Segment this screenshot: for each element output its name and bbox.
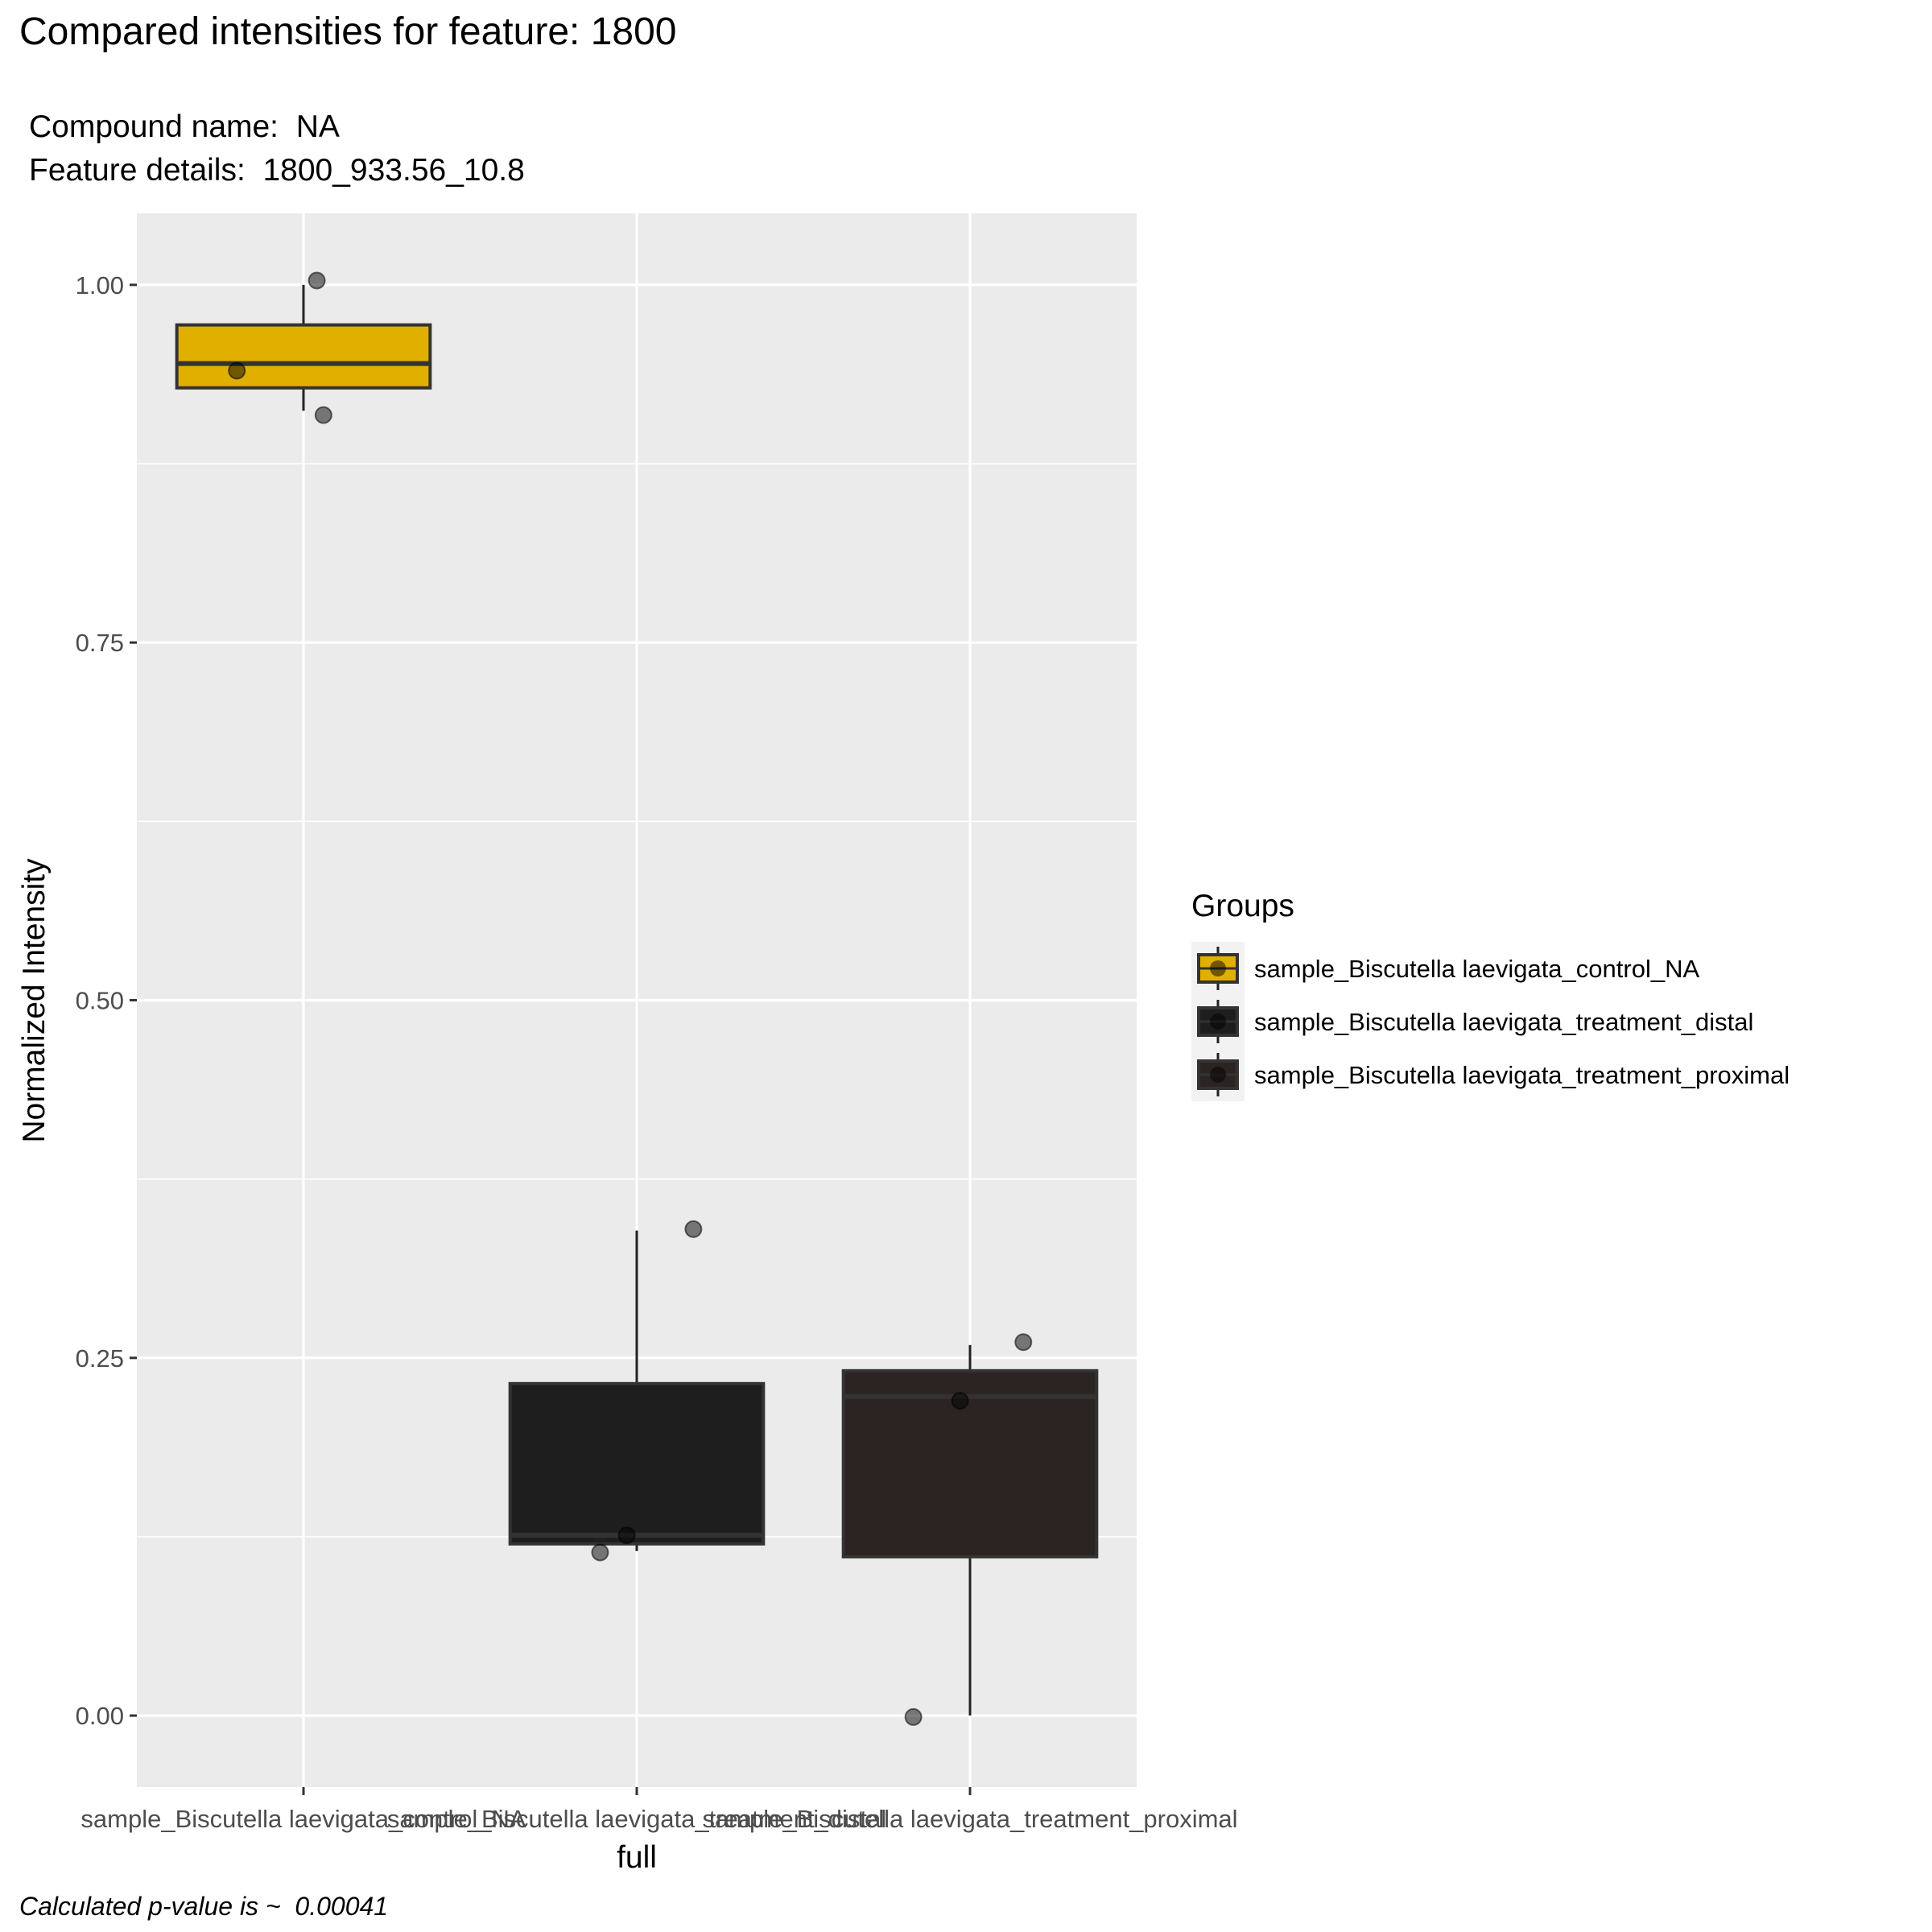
- legend-key-point: [1210, 1067, 1226, 1083]
- y-axis: 0.00 0.25 0.50 0.75 1.00: [76, 271, 137, 1730]
- data-point: [617, 1526, 636, 1545]
- data-point: [308, 271, 326, 290]
- data-point: [228, 361, 246, 380]
- x-tick-label: sample_Biscutella laevigata_control_NA: [80, 1805, 526, 1833]
- data-point: [591, 1543, 609, 1562]
- legend: Groups sample_Biscutella laevigata_contr…: [1191, 889, 1790, 1101]
- x-axis: sample_Biscutella laevigata_control_NAsa…: [80, 1787, 1238, 1833]
- legend-key-point: [1210, 1013, 1226, 1030]
- legend-key-point: [1210, 960, 1226, 976]
- points-layer: [228, 271, 1033, 1726]
- box-body: [508, 1381, 766, 1546]
- y-tick-label: 0.25: [76, 1344, 124, 1373]
- box-body: [175, 323, 432, 390]
- box-body: [841, 1368, 1099, 1558]
- y-tick-label: 0.75: [76, 629, 124, 657]
- y-tick-label: 0.50: [76, 987, 124, 1015]
- boxes-layer: [175, 284, 1099, 1716]
- x-axis-title: full: [617, 1840, 657, 1875]
- legend-label: sample_Biscutella laevigata_control_NA: [1254, 955, 1699, 983]
- data-point: [314, 406, 332, 424]
- box-3: [841, 1344, 1099, 1716]
- y-axis-title: Normalized Intensity: [17, 858, 52, 1143]
- x-tick-label: sample_Biscutella laevigata_treatment_di…: [387, 1805, 886, 1833]
- data-point: [684, 1220, 703, 1238]
- x-tick-label: sample_Biscutella laevigata_treatment_pr…: [702, 1805, 1237, 1833]
- p-value-caption: Calculated p-value is ~ 0.00041: [19, 1892, 389, 1921]
- data-point: [1014, 1333, 1033, 1352]
- box-2: [508, 1230, 766, 1551]
- box-1: [175, 284, 432, 411]
- y-tick-label: 1.00: [76, 271, 124, 299]
- data-point: [951, 1392, 969, 1410]
- y-tick-label: 0.00: [76, 1702, 124, 1730]
- chart-title: Compared intensities for feature: 1800: [19, 10, 677, 53]
- legend-title: Groups: [1191, 889, 1294, 923]
- legend-label: sample_Biscutella laevigata_treatment_di…: [1254, 1008, 1753, 1036]
- chart-subtitle-compound: Compound name: NA: [29, 109, 340, 144]
- data-point: [904, 1707, 923, 1726]
- legend-label: sample_Biscutella laevigata_treatment_pr…: [1254, 1061, 1790, 1089]
- chart-subtitle-feature: Feature details: 1800_933.56_10.8: [29, 153, 525, 188]
